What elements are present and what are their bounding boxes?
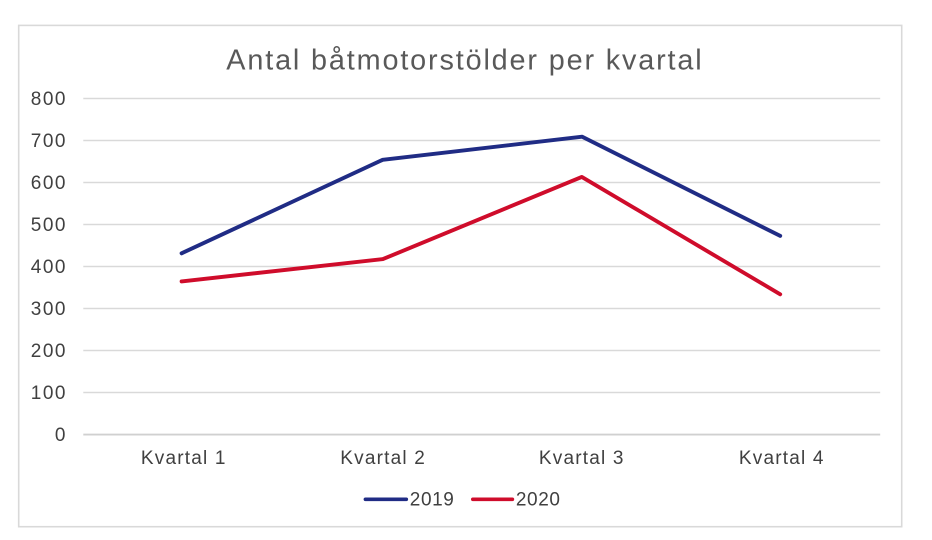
svg-text:2019: 2019: [410, 490, 455, 511]
svg-text:600: 600: [31, 173, 67, 194]
svg-text:Kvartal 3: Kvartal 3: [539, 448, 625, 469]
svg-text:300: 300: [31, 299, 67, 320]
svg-text:2020: 2020: [516, 490, 561, 511]
svg-text:0: 0: [55, 425, 67, 446]
svg-text:800: 800: [31, 89, 67, 110]
svg-text:100: 100: [31, 383, 67, 404]
svg-text:Antal båtmotorstölder per kvar: Antal båtmotorstölder per kvartal: [226, 45, 703, 77]
svg-text:400: 400: [31, 257, 67, 278]
svg-text:500: 500: [31, 215, 67, 236]
svg-text:Kvartal 1: Kvartal 1: [141, 448, 227, 469]
svg-text:Kvartal 4: Kvartal 4: [739, 448, 825, 469]
svg-text:Kvartal 2: Kvartal 2: [340, 448, 426, 469]
svg-text:200: 200: [31, 341, 67, 362]
svg-text:700: 700: [31, 131, 67, 152]
